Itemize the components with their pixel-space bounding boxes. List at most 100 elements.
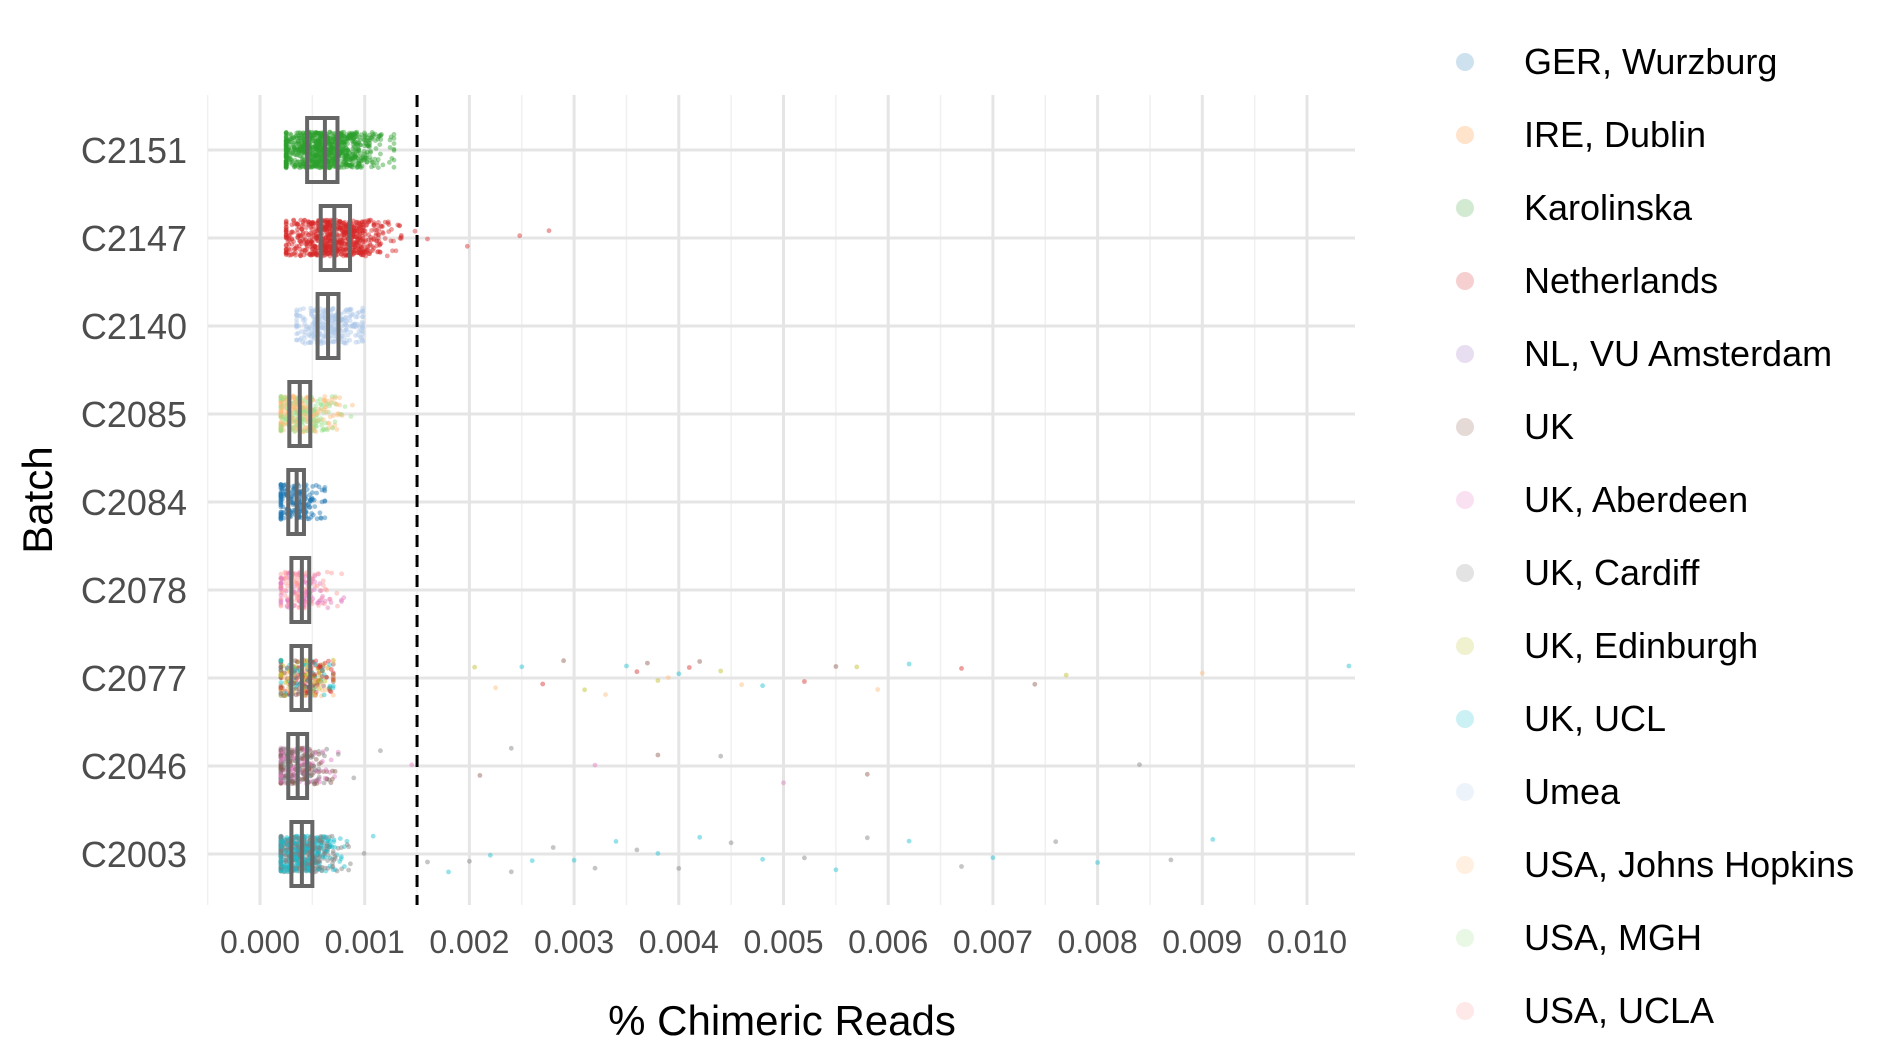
data-point [302,248,308,254]
data-point [322,243,328,248]
data-point [311,329,317,335]
data-point [292,401,298,407]
data-point [327,224,333,229]
data-point [354,142,359,148]
data-point [326,235,331,240]
data-point [341,139,346,145]
data-point [324,247,329,253]
data-point [375,157,381,162]
data-point [304,243,310,249]
data-point [329,131,334,136]
data-point [286,155,292,161]
data-point [342,139,347,145]
data-point-outlier [1346,663,1352,669]
data-point [325,244,331,250]
data-point [322,246,328,252]
data-point [283,135,289,141]
data-point [316,141,321,147]
data-point [292,221,297,227]
data-point [326,425,331,431]
data-point [292,147,298,153]
data-point [321,397,327,403]
data-point [296,323,301,329]
legend-swatch [1456,710,1474,728]
x-axis-title: % Chimeric Reads [608,997,956,1044]
data-point [283,152,289,158]
data-point [283,132,289,138]
data-point [324,587,330,593]
data-point [294,130,300,136]
data-point [335,232,341,238]
data-point [343,152,348,158]
data-point [355,228,360,234]
data-point [358,132,364,138]
data-point [309,252,314,257]
data-point [326,225,332,231]
data-point [358,328,364,334]
data-point [317,139,323,145]
data-point [347,313,353,319]
data-point [360,243,366,248]
data-point [309,159,314,165]
data-point [354,234,359,240]
data-point [281,510,287,516]
data-point [285,239,291,245]
data-point-outlier [864,771,870,777]
data-point [356,139,361,145]
data-point [284,155,290,161]
data-point [339,339,345,345]
data-point [285,148,291,154]
data-point [283,139,289,144]
data-point [364,222,370,228]
data-point [327,152,333,157]
data-point [294,323,299,328]
data-point [322,243,327,249]
data-point-outlier [959,666,964,671]
data-point [325,605,331,611]
data-point [353,130,358,136]
data-point [351,322,357,327]
data-point [351,132,356,138]
data-point [318,338,324,344]
data-point [352,135,358,140]
data-point-outlier [508,869,514,875]
data-point [309,308,315,314]
x-axis-tick-labels: 0.000 0.001 0.002 0.003 0.004 0.005 0.006 0.007… [220,924,1347,960]
data-point [299,147,305,153]
data-point [321,582,326,588]
data-point [313,409,318,414]
data-point [283,249,289,255]
data-point [321,398,327,403]
data-point [297,165,303,171]
data-point [345,162,351,168]
data-point-outlier [959,864,964,869]
data-point [316,165,322,170]
data-point [351,225,357,231]
data-point [315,144,320,150]
data-point [325,398,330,404]
data-point [344,842,350,847]
data-point [283,151,289,157]
data-point [322,394,328,399]
data-point [315,151,321,157]
data-point [340,161,346,167]
data-point [316,484,322,490]
data-point [355,237,360,243]
x-tick-label: 0.001 [325,924,405,960]
data-point [315,162,321,168]
data-point-outlier [613,839,619,844]
data-point [326,141,331,147]
data-point [342,154,348,160]
data-point [311,325,317,331]
data-point [318,408,323,414]
data-point [322,312,327,318]
data-point [299,143,305,149]
data-point [368,234,374,240]
data-point-outlier [864,835,870,841]
data-point [332,400,337,406]
data-point [298,144,304,150]
data-point [356,146,361,152]
data-point [325,232,331,238]
data-point [379,132,384,137]
